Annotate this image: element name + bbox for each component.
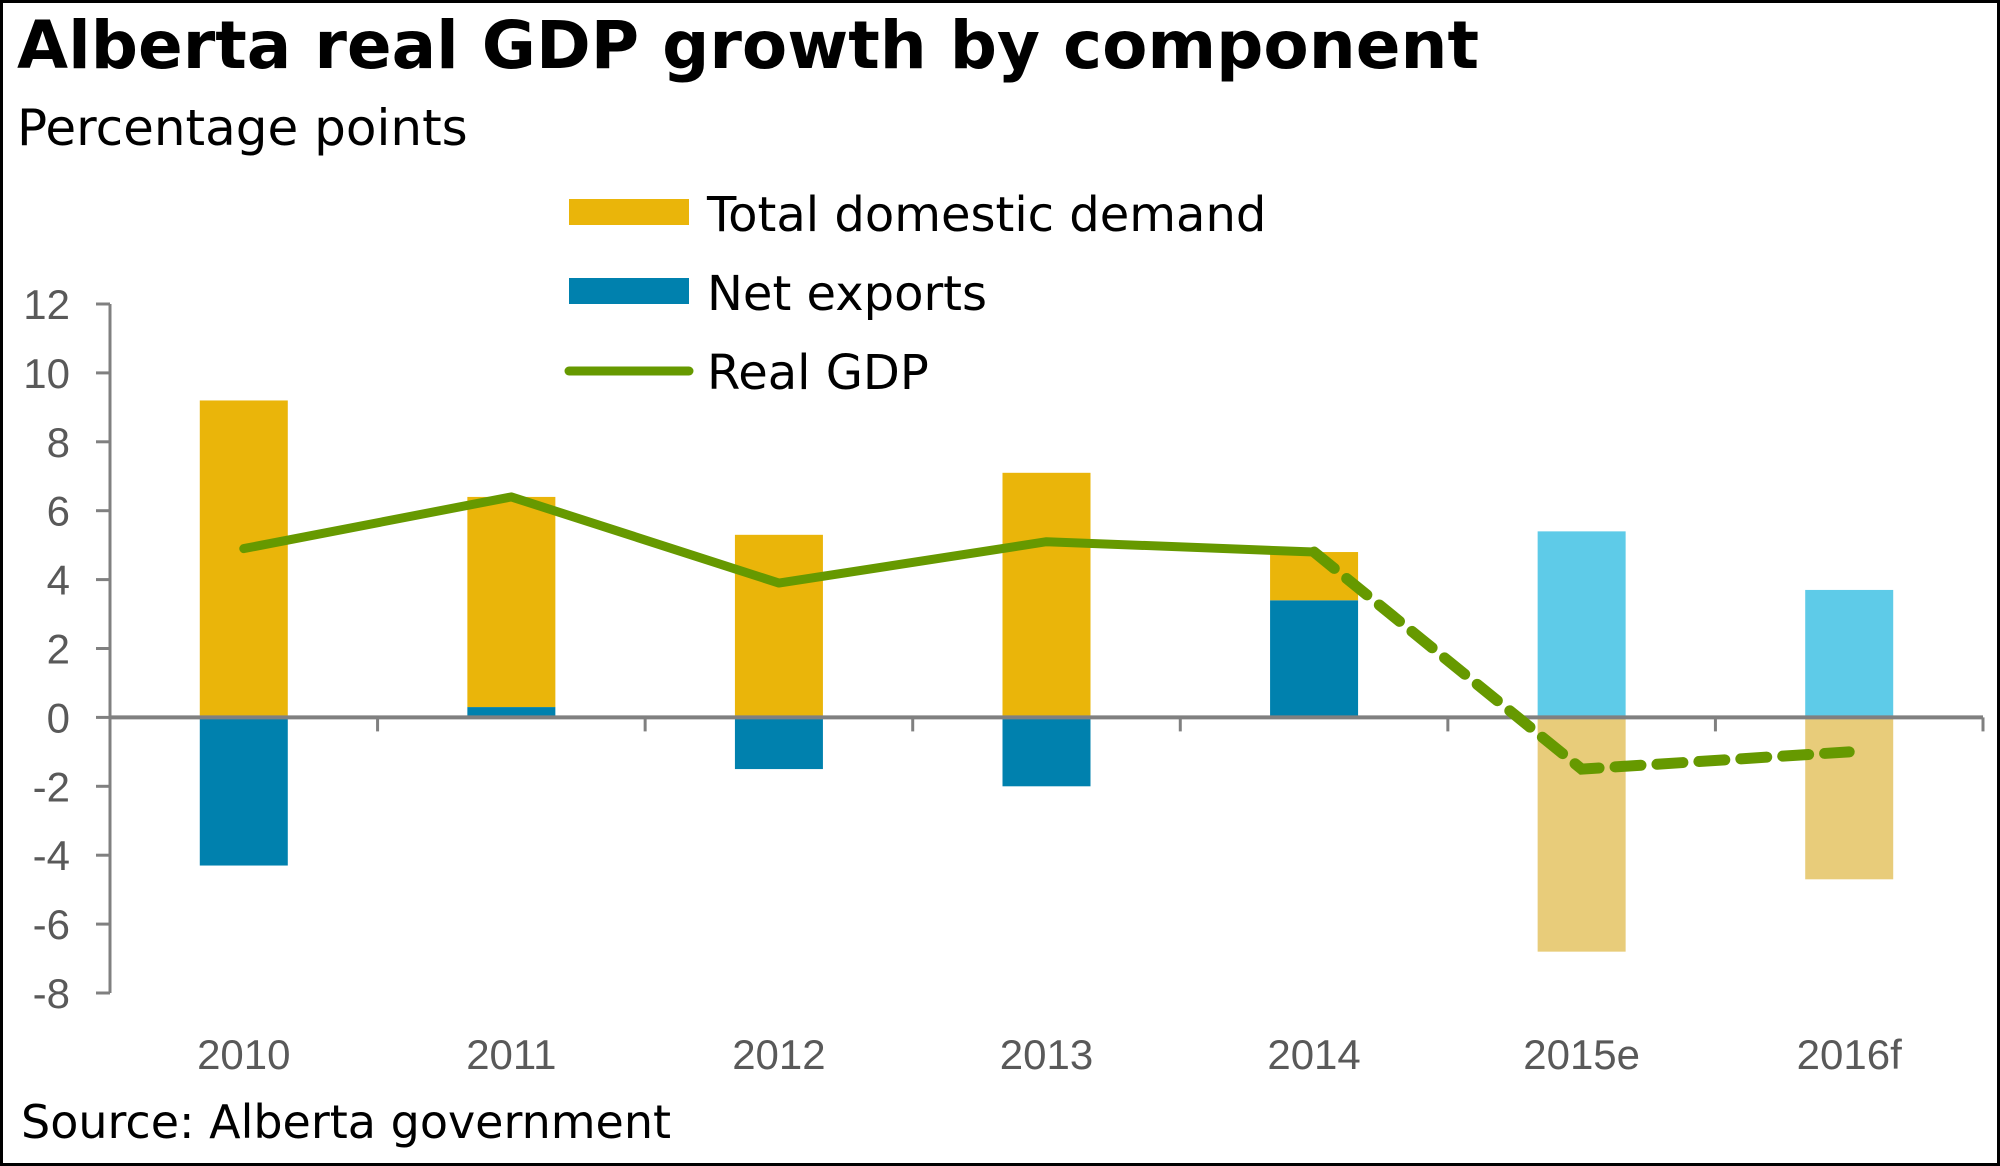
x-tick-label: 2015e (1523, 1031, 1640, 1078)
y-tick-label: -8 (33, 970, 70, 1017)
y-tick-label: 0 (47, 694, 70, 741)
legend-label: Real GDP (707, 345, 929, 401)
legend-swatch-total-domestic-demand (569, 199, 689, 225)
net-exports-bar (1537, 531, 1626, 718)
total-domestic-demand-bar (734, 534, 823, 718)
x-tick-label: 2010 (197, 1031, 290, 1078)
chart-plot: 12 10 8 6 4 2 0 -2 -4 -6 -8 2010 2011 2012 2013 2014 201… (23, 187, 1985, 1078)
x-tick-label: 2013 (1000, 1031, 1093, 1078)
net-exports-bar (467, 707, 556, 718)
y-tick-label: 8 (47, 419, 70, 466)
net-exports-bar (199, 717, 288, 866)
axes-group: 12 10 8 6 4 2 0 -2 -4 -6 -8 2010 2011 2012 2013 2014 201… (23, 281, 1985, 1078)
total-domestic-demand-bar (199, 400, 288, 718)
total-domestic-demand-bar (1537, 717, 1626, 952)
source-note: Source: Alberta government (21, 1095, 672, 1149)
total-domestic-demand-bar (467, 496, 556, 708)
net-exports-bar (1805, 589, 1894, 718)
real-gdp-line-forecast (1308, 546, 1855, 775)
y-tick-label: 10 (23, 350, 70, 397)
bars-group (199, 400, 1894, 952)
total-domestic-demand-bar (1002, 472, 1091, 718)
x-tick-label: 2014 (1267, 1031, 1360, 1078)
y-tick-label: -6 (33, 901, 70, 948)
legend-label: Net exports (707, 266, 987, 322)
x-tick-label: 2011 (466, 1031, 556, 1078)
y-tick-label: -4 (33, 832, 70, 879)
y-tick-label: 12 (23, 281, 70, 328)
y-tick-label: 6 (47, 488, 70, 535)
x-tick-label: 2016f (1797, 1031, 1902, 1078)
real-gdp-line-group (239, 492, 1855, 775)
x-tick-label: 2012 (732, 1031, 825, 1078)
y-tick-label: 2 (47, 626, 70, 673)
y-tick-label: 4 (47, 557, 70, 604)
legend: Total domestic demand Net exports Real GDP (564, 187, 1266, 401)
net-exports-bar (1270, 600, 1359, 718)
net-exports-bar (734, 717, 823, 770)
total-domestic-demand-bar (1805, 717, 1894, 880)
net-exports-bar (1002, 717, 1091, 787)
chart-title: Alberta real GDP growth by component (17, 7, 1480, 84)
y-tick-label: -2 (33, 763, 70, 810)
chart-subtitle: Percentage points (17, 99, 468, 157)
real-gdp-line-actual (239, 492, 1319, 588)
legend-label: Total domestic demand (706, 187, 1266, 243)
legend-swatch-net-exports (569, 278, 689, 304)
